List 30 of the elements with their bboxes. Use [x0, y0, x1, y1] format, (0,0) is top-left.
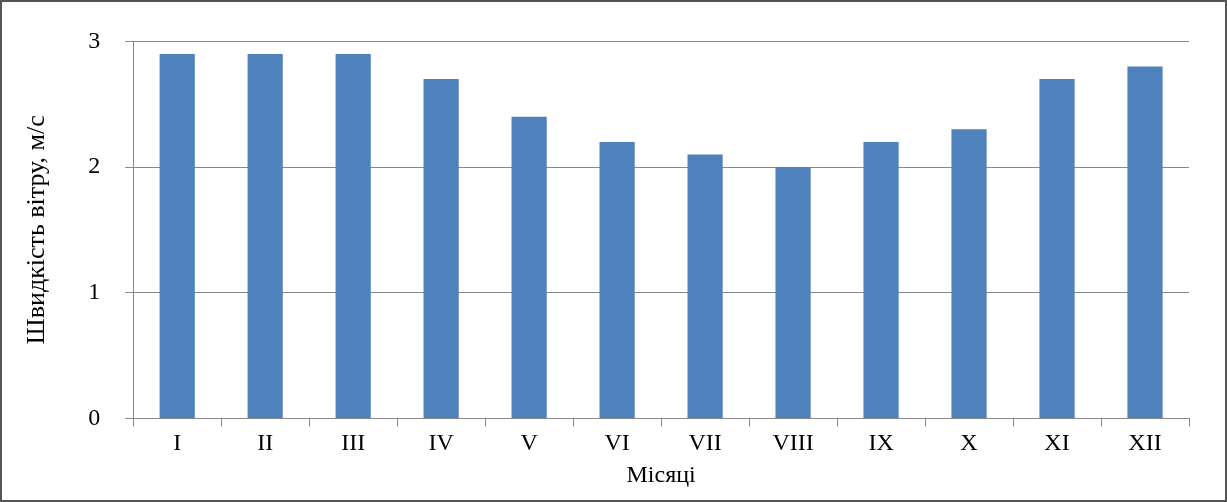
x-tick-label: XI: [1044, 429, 1070, 456]
x-tick-label: I: [173, 429, 182, 456]
x-tick-label: V: [520, 429, 539, 456]
bar: [159, 53, 195, 418]
x-tick-label: III: [341, 429, 366, 456]
x-tick-label: XII: [1128, 429, 1162, 456]
y-axis-title: Швидкість вітру, м/с: [21, 115, 51, 345]
bar: [599, 141, 635, 418]
y-tick-label: 3: [88, 26, 101, 53]
bar: [1039, 79, 1075, 418]
x-tick-label: IV: [428, 429, 455, 456]
y-tick-label: 1: [88, 278, 101, 305]
bar: [951, 129, 987, 418]
bar: [335, 53, 371, 418]
y-tick-label: 0: [88, 403, 101, 430]
bar: [687, 154, 723, 418]
x-tick-label: II: [257, 429, 274, 456]
x-tick-label: X: [960, 429, 978, 456]
x-tick-label: IX: [868, 429, 894, 456]
x-tick-label: VIII: [772, 429, 814, 456]
bar: [247, 53, 283, 418]
bar: [863, 141, 899, 418]
bar: [423, 79, 459, 418]
bar: [511, 116, 547, 418]
x-tick-label: VI: [604, 429, 630, 456]
bar: [1127, 66, 1163, 418]
bar: [775, 167, 811, 418]
x-tick-label: VII: [688, 429, 722, 456]
y-tick-label: 2: [88, 152, 101, 179]
x-axis-title: Місяці: [626, 460, 697, 487]
